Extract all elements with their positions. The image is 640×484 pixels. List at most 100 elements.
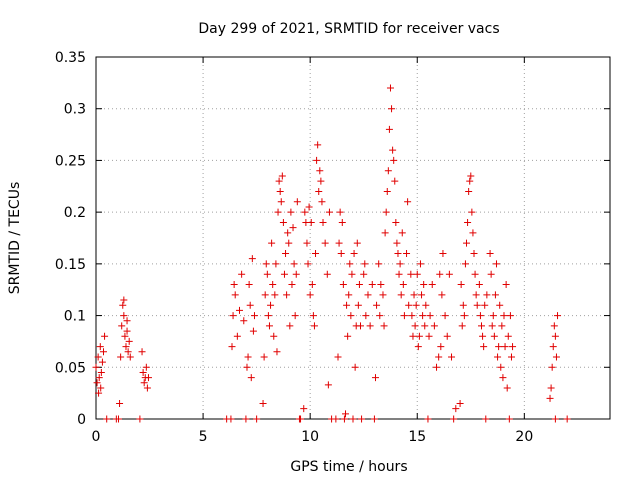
data-point	[487, 270, 495, 278]
data-point	[98, 358, 106, 366]
data-point	[476, 312, 484, 320]
x-axis-ticks: 0 5 10 15 20	[92, 57, 533, 445]
data-point	[469, 229, 477, 237]
data-point	[460, 312, 468, 320]
data-point	[120, 312, 128, 320]
plot-frame	[95, 56, 611, 420]
data-point	[124, 348, 132, 356]
data-point	[242, 415, 250, 423]
x-axis-label: GPS time / hours	[290, 459, 407, 475]
data-point	[248, 255, 256, 263]
data-point	[276, 187, 284, 195]
data-point	[269, 281, 277, 289]
data-point	[428, 281, 436, 289]
data-point	[121, 332, 129, 340]
data-point	[441, 312, 449, 320]
data-point	[392, 218, 400, 226]
data-point	[142, 363, 150, 371]
data-point	[318, 198, 326, 206]
y-tick-label: 0.35	[55, 50, 86, 66]
data-point	[362, 312, 370, 320]
x-tick-label: 15	[408, 429, 426, 445]
data-point	[486, 250, 494, 258]
data-point	[389, 146, 397, 154]
data-point	[97, 368, 105, 376]
data-point	[548, 363, 556, 371]
data-point	[470, 250, 478, 258]
data-point	[468, 208, 476, 216]
data-point	[376, 312, 384, 320]
data-point	[483, 291, 491, 299]
data-point	[101, 332, 109, 340]
data-point	[498, 322, 506, 330]
data-point	[412, 301, 420, 309]
data-point	[546, 394, 554, 402]
data-point	[126, 353, 134, 361]
data-point	[139, 368, 147, 376]
data-point	[278, 172, 286, 180]
chart-title: Day 299 of 2021, SRMTID for receiver vac…	[198, 21, 499, 37]
data-point	[244, 353, 252, 361]
data-point	[467, 172, 475, 180]
data-point	[291, 312, 299, 320]
y-tick-label: 0.15	[55, 257, 86, 273]
data-point	[120, 296, 128, 304]
data-point	[122, 343, 130, 351]
data-point	[495, 343, 503, 351]
data-point	[489, 312, 497, 320]
data-point	[238, 270, 246, 278]
data-point	[123, 327, 131, 335]
data-point	[481, 301, 489, 309]
data-point	[339, 281, 347, 289]
data-point	[497, 363, 505, 371]
data-point	[494, 353, 502, 361]
data-point	[554, 312, 562, 320]
data-point	[306, 291, 314, 299]
data-point	[552, 353, 560, 361]
data-point	[500, 312, 508, 320]
data-point	[501, 343, 509, 351]
data-point	[119, 301, 127, 309]
data-point	[246, 301, 254, 309]
data-point	[503, 384, 511, 392]
data-point	[289, 224, 297, 232]
data-point	[117, 353, 125, 361]
data-point	[316, 167, 324, 175]
data-point	[228, 343, 236, 351]
data-point	[456, 399, 464, 407]
data-point	[315, 187, 323, 195]
data-point	[388, 105, 396, 113]
data-point	[114, 415, 122, 423]
data-point	[305, 203, 313, 211]
data-points	[92, 84, 571, 423]
data-point	[385, 125, 393, 133]
grid-lines	[96, 57, 610, 419]
data-point	[433, 363, 441, 371]
y-tick-label: 0.25	[55, 153, 86, 169]
data-point	[93, 379, 101, 387]
data-point	[264, 312, 272, 320]
data-point	[249, 327, 257, 335]
data-point	[335, 239, 343, 247]
data-point	[550, 322, 558, 330]
data-point	[292, 270, 300, 278]
data-point	[391, 177, 399, 185]
data-point	[382, 208, 390, 216]
data-point	[360, 270, 368, 278]
data-point	[418, 291, 426, 299]
data-point	[285, 239, 293, 247]
data-point	[351, 363, 359, 371]
data-point	[473, 301, 481, 309]
data-point	[399, 281, 407, 289]
data-point	[265, 322, 273, 330]
data-point	[138, 348, 146, 356]
data-point	[253, 415, 261, 423]
data-point	[354, 301, 362, 309]
data-point	[280, 270, 288, 278]
data-point	[371, 374, 379, 382]
data-point	[380, 322, 388, 330]
data-point	[97, 384, 105, 392]
data-point	[461, 260, 469, 268]
data-point	[414, 343, 422, 351]
data-point	[144, 374, 152, 382]
